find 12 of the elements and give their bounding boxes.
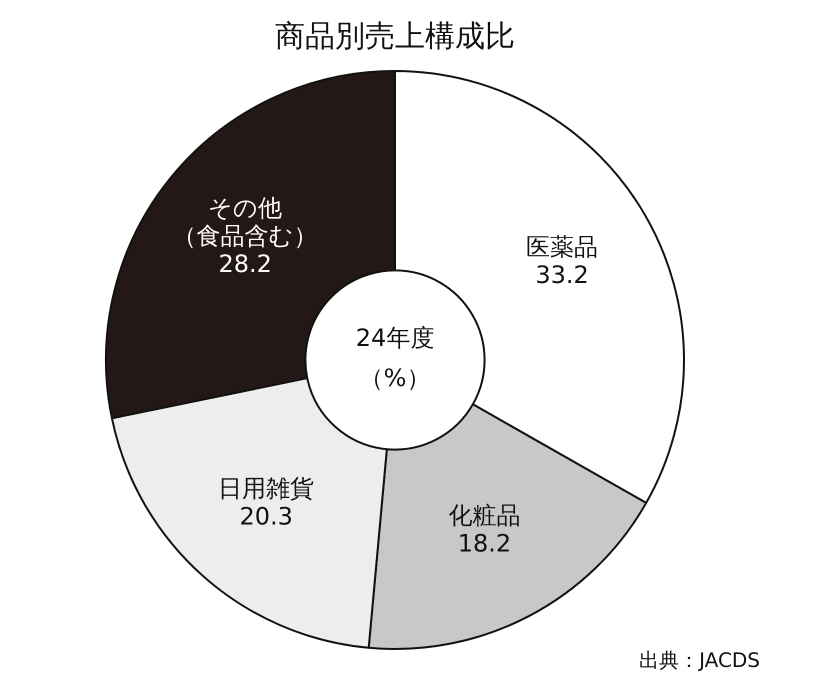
chart-title: 商品別売上構成比 bbox=[275, 18, 515, 54]
text: （%） bbox=[360, 364, 430, 392]
data-label: 18.2 bbox=[458, 530, 512, 558]
data-label: 28.2 bbox=[218, 250, 272, 278]
slice-label: 日用雑貨 bbox=[218, 474, 314, 502]
slice-label: 化粧品 bbox=[448, 502, 520, 530]
source-note: 出典：JACDS bbox=[639, 648, 760, 672]
slice-label: その他（食品含む） bbox=[172, 194, 318, 250]
data-label: 20.3 bbox=[239, 502, 293, 530]
text: 24年度 bbox=[356, 324, 434, 352]
slice-label: 医薬品 bbox=[526, 233, 598, 262]
data-label: 33.2 bbox=[535, 261, 589, 290]
